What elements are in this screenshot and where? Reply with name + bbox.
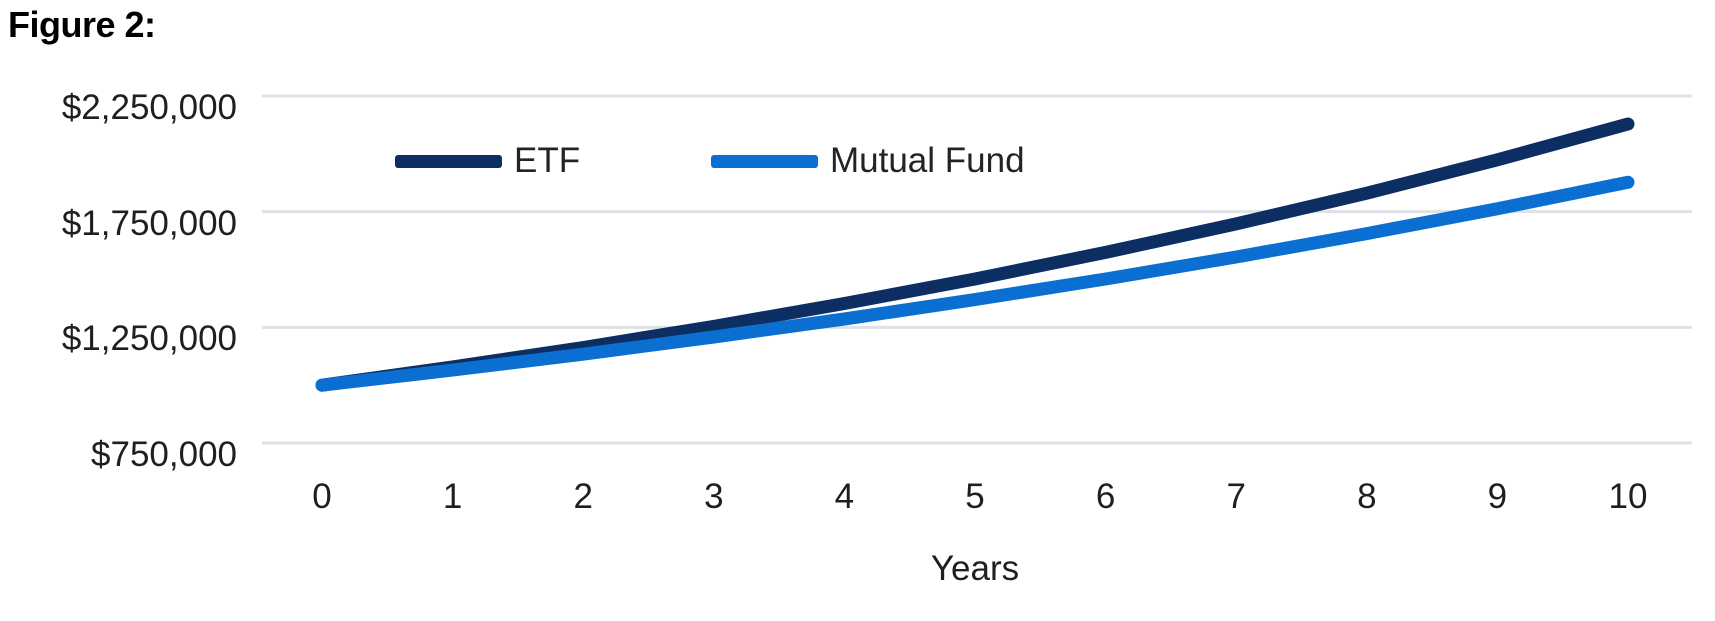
etf-line-swatch: [395, 154, 502, 168]
legend-label-etf: ETF: [514, 141, 581, 180]
x-tick-label: 1: [442, 477, 463, 516]
x-tick-label: 8: [1357, 477, 1377, 516]
y-tick-label: $2,250,000: [61, 88, 237, 127]
legend-label-mutual-fund: Mutual Fund: [830, 141, 1025, 180]
legend-item-mutual-fund: Mutual Fund: [711, 141, 1025, 181]
mutual-fund-line-swatch: [711, 154, 818, 168]
x-tick-label: 7: [1226, 477, 1246, 516]
x-tick-label: 2: [573, 477, 593, 516]
gridlines: [262, 94, 1692, 445]
y-tick-label: $1,250,000: [61, 319, 237, 359]
legend-item-etf: ETF: [395, 141, 580, 181]
y-tick-label: $1,750,000: [61, 203, 237, 243]
series-line-mutual-fund: [315, 175, 1635, 392]
x-tick-label: 9: [1487, 477, 1508, 516]
x-tick-label: 6: [1095, 477, 1116, 516]
x-tick-label: 0: [312, 477, 332, 516]
series-lines: [315, 117, 1635, 392]
x-tick-label: 3: [704, 477, 724, 516]
figure-title: Figure 2:: [8, 4, 156, 45]
x-tick-label: 4: [834, 477, 855, 516]
x-tick-label: 10: [1608, 477, 1648, 516]
x-tick-label: 5: [965, 477, 985, 516]
y-tick-label: $750,000: [91, 435, 237, 474]
x-axis-title: Years: [930, 549, 1020, 588]
